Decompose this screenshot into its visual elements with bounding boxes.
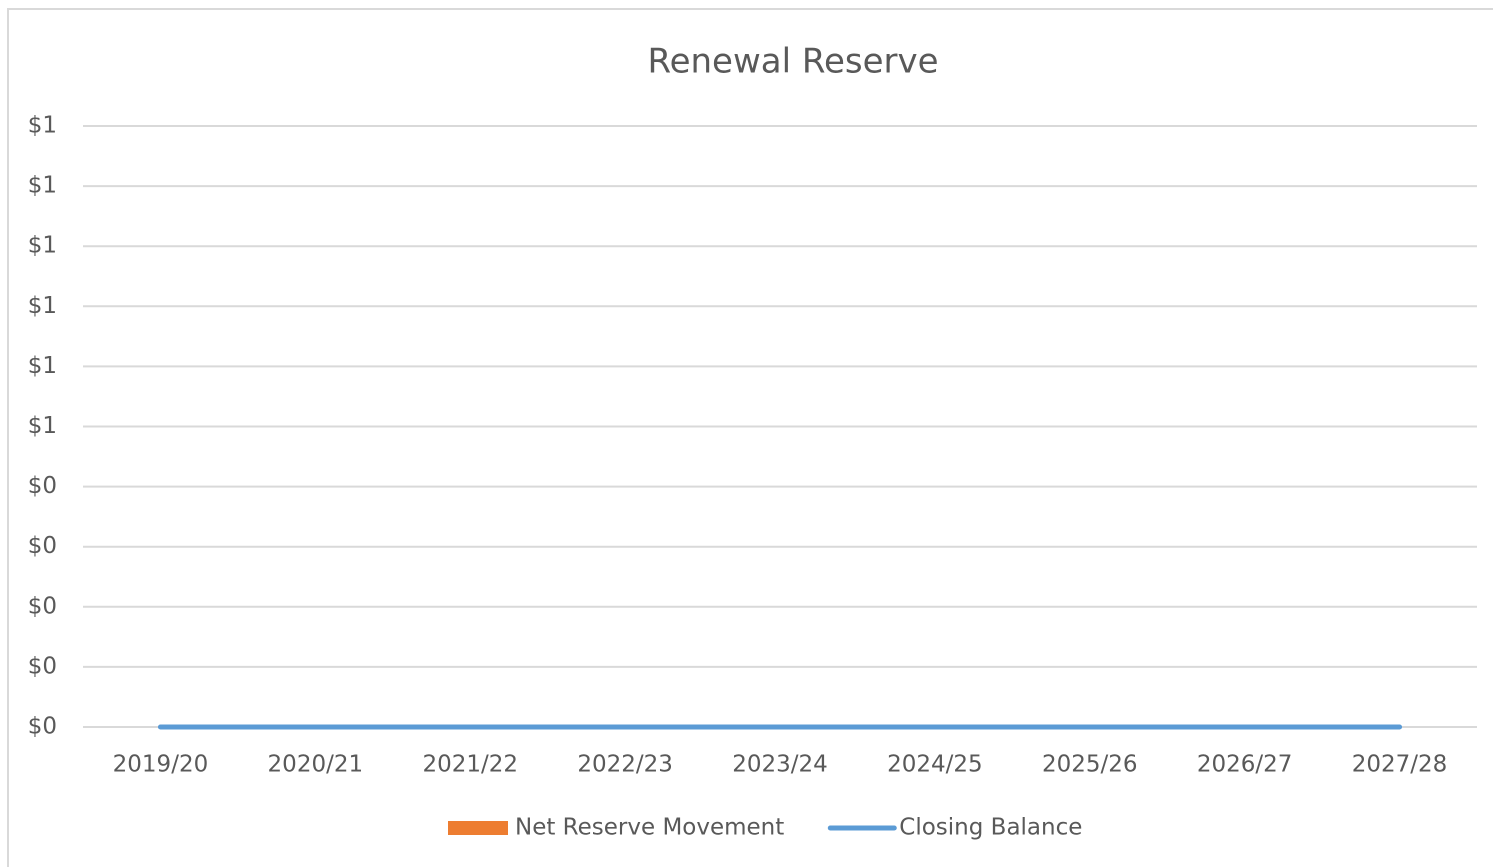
chart-title: Renewal Reserve [647, 42, 938, 82]
y-tick-label: $0 [28, 653, 57, 679]
y-tick-label: $1 [28, 233, 57, 259]
y-tick-label: $0 [28, 533, 57, 559]
y-tick-label: $0 [28, 593, 57, 619]
y-tick-label: $1 [28, 293, 57, 319]
x-tick-label: 2027/28 [1352, 752, 1448, 778]
x-tick-label: 2021/22 [422, 752, 518, 778]
y-tick-label: $0 [28, 473, 57, 499]
y-tick-label: $1 [28, 353, 57, 379]
x-tick-label: 2026/27 [1197, 752, 1293, 778]
legend-label: Net Reserve Movement [515, 815, 784, 841]
x-tick-label: 2023/24 [732, 752, 828, 778]
x-tick-label: 2019/20 [113, 752, 209, 778]
y-tick-label: $1 [28, 113, 57, 139]
chart-frame [7, 8, 1493, 867]
y-tick-label: $1 [28, 413, 57, 439]
legend-label: Closing Balance [899, 815, 1082, 841]
x-tick-label: 2022/23 [577, 752, 673, 778]
x-tick-label: 2020/21 [268, 752, 364, 778]
legend-swatch [448, 821, 508, 835]
x-tick-label: 2024/25 [887, 752, 983, 778]
y-tick-label: $0 [28, 714, 57, 740]
y-tick-label: $1 [28, 173, 57, 199]
x-tick-label: 2025/26 [1042, 752, 1138, 778]
